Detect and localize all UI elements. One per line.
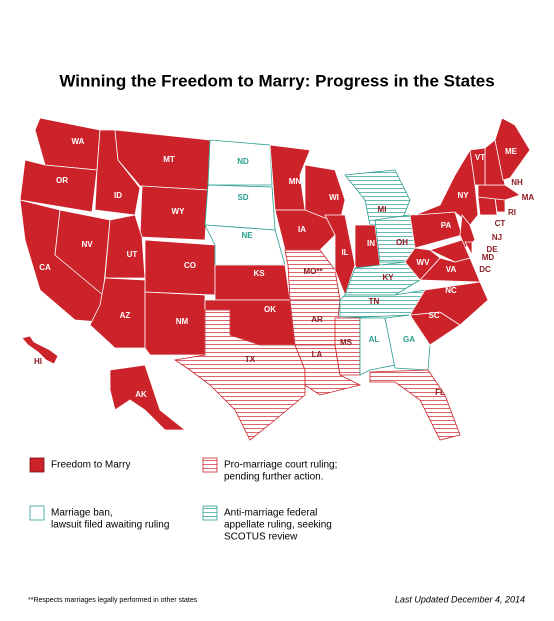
state-label: AK bbox=[135, 390, 147, 399]
state-label: IN bbox=[367, 239, 375, 248]
state-label: AL bbox=[369, 335, 380, 344]
legend-label: Freedom to Marry bbox=[51, 460, 130, 471]
footnote: **Respects marriages legally performed i… bbox=[28, 597, 198, 604]
state-label: SC bbox=[428, 311, 439, 320]
state-shape bbox=[374, 214, 416, 263]
state-label: KY bbox=[382, 273, 394, 282]
state-label: NE bbox=[241, 231, 253, 240]
state-label: UT bbox=[127, 250, 138, 259]
state-label: WA bbox=[72, 137, 85, 146]
state-label: MO** bbox=[303, 267, 323, 276]
state-label: GA bbox=[403, 335, 415, 344]
state-labels: WA OR CA NV ID MT WY UT CO AZ NM ND SD NE KS OK TX MN IA MO… bbox=[34, 137, 534, 399]
state-label: OR bbox=[56, 176, 68, 185]
state-label: MA bbox=[522, 193, 535, 202]
state-shape bbox=[207, 139, 273, 186]
title: Winning the Freedom to Marry: Progress i… bbox=[59, 71, 494, 90]
legend-label: Anti-marriage federal bbox=[224, 508, 317, 519]
legend-swatch bbox=[29, 505, 45, 521]
state-shape bbox=[428, 239, 471, 263]
state-label: FL bbox=[435, 388, 445, 397]
state-label: WV bbox=[417, 258, 431, 267]
legend-swatch bbox=[29, 457, 45, 473]
state-label: VT bbox=[475, 153, 485, 162]
state-shape bbox=[469, 147, 486, 186]
state-label: NV bbox=[81, 240, 93, 249]
state-label: CT bbox=[495, 219, 506, 228]
state-shape bbox=[21, 335, 59, 365]
state-shape bbox=[404, 247, 441, 281]
state-shape bbox=[144, 291, 206, 356]
state-shape bbox=[89, 277, 146, 349]
legend-swatch bbox=[202, 505, 218, 521]
state-shape bbox=[19, 159, 98, 213]
state-label: CO bbox=[184, 261, 196, 270]
state-label: AR bbox=[311, 315, 323, 324]
state-label: RI bbox=[508, 208, 516, 217]
state-label: ID bbox=[114, 191, 122, 200]
state-label: KS bbox=[253, 269, 265, 278]
state-label: WI bbox=[329, 193, 339, 202]
state-label: TX bbox=[245, 355, 256, 364]
state-shape bbox=[144, 239, 216, 296]
state-label: NM bbox=[176, 317, 189, 326]
state-label: NJ bbox=[492, 233, 502, 242]
legend-swatch bbox=[202, 457, 218, 473]
state-label: IA bbox=[298, 225, 306, 234]
state-shape bbox=[477, 184, 521, 201]
legend: Freedom to Marry Pro-marriage court rulin… bbox=[29, 457, 337, 543]
state-label: MD bbox=[482, 253, 495, 262]
state-shape bbox=[369, 369, 461, 441]
state-shape bbox=[173, 309, 306, 441]
state-label: OK bbox=[264, 305, 276, 314]
last-updated: Last Updated December 4, 2014 bbox=[395, 594, 525, 604]
state-shape bbox=[464, 241, 473, 256]
legend-label: Marriage ban, bbox=[51, 508, 113, 519]
state-label: CA bbox=[39, 263, 51, 272]
state-label: AZ bbox=[120, 311, 131, 320]
state-label: ME bbox=[505, 147, 518, 156]
state-label: MN bbox=[289, 177, 302, 186]
legend-label: appellate ruling, seeking bbox=[224, 520, 332, 531]
state-label: OH bbox=[396, 238, 408, 247]
state-shape bbox=[269, 144, 311, 211]
state-label: DE bbox=[486, 245, 498, 254]
state-label: MT bbox=[163, 155, 175, 164]
state-label: SD bbox=[237, 193, 248, 202]
state-shape bbox=[359, 317, 396, 376]
state-label: WY bbox=[172, 207, 186, 216]
legend-label: SCOTUS review bbox=[224, 532, 298, 543]
state-label: PA bbox=[441, 221, 452, 230]
state-shape bbox=[204, 184, 276, 231]
state-shape bbox=[334, 317, 361, 376]
state-label: VA bbox=[446, 265, 457, 274]
state-label: MS bbox=[340, 338, 353, 347]
state-label: ND bbox=[237, 157, 249, 166]
state-label: DC bbox=[479, 265, 491, 274]
state-label: LA bbox=[312, 350, 323, 359]
state-label: IL bbox=[341, 248, 348, 257]
state-shape bbox=[109, 364, 187, 431]
legend-label: pending further action. bbox=[224, 472, 324, 483]
state-label: HI bbox=[34, 357, 42, 366]
state-label: NC bbox=[445, 286, 457, 295]
state-label: TN bbox=[369, 297, 380, 306]
state-shape bbox=[477, 196, 498, 216]
state-shape bbox=[34, 117, 101, 171]
state-label: NY bbox=[457, 191, 469, 200]
state-shape bbox=[139, 185, 209, 241]
states bbox=[19, 117, 531, 441]
state-label: NH bbox=[511, 178, 523, 187]
state-shape bbox=[104, 214, 146, 279]
legend-label: lawsuit filed awaiting ruling bbox=[51, 520, 169, 531]
state-label: MI bbox=[378, 205, 387, 214]
legend-label: Pro-marriage court ruling; bbox=[224, 460, 337, 471]
state-shape bbox=[494, 117, 531, 181]
